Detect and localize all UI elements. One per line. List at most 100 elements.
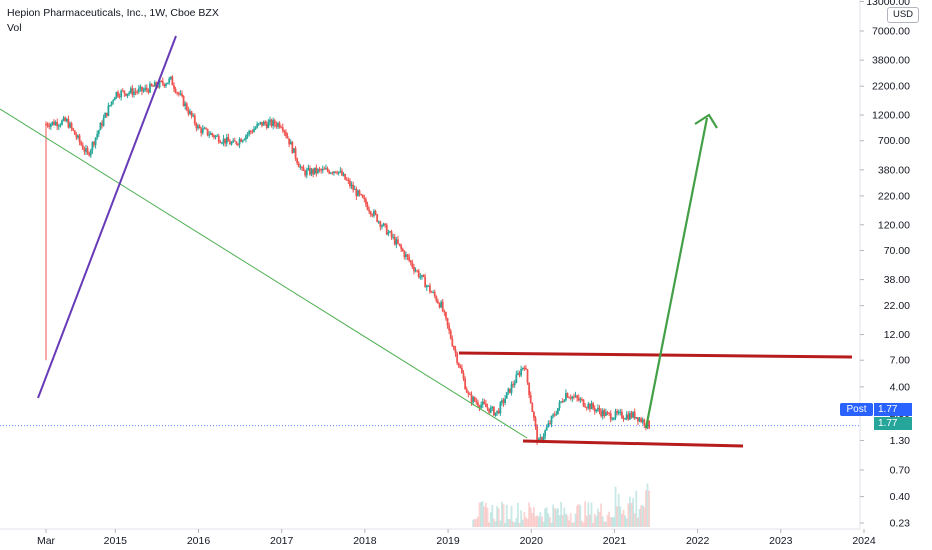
- candle-body: [117, 91, 119, 97]
- candle-body: [160, 80, 163, 82]
- candle-body: [312, 169, 315, 174]
- candle-body: [577, 397, 580, 401]
- candle-body: [539, 437, 542, 440]
- candle-body: [208, 134, 211, 136]
- candle-body: [131, 88, 134, 95]
- volume-bar: [574, 513, 577, 527]
- candle-body: [475, 401, 478, 403]
- candle-body: [155, 82, 158, 87]
- candle-body: [80, 142, 83, 146]
- price-axis[interactable]: 13000.00 7000.00 3800.00 2200.00 1200.00 700.…: [859, 0, 911, 530]
- candle-body: [640, 418, 643, 422]
- candle-body: [568, 397, 571, 399]
- candle-body: [174, 88, 177, 93]
- candle-body: [209, 133, 212, 135]
- candle-body: [464, 378, 467, 390]
- volume-indicator-label[interactable]: Vol: [7, 22, 22, 34]
- candle-body: [489, 407, 492, 413]
- price-tick-label: 380.00: [878, 164, 910, 176]
- candle-body: [145, 87, 148, 90]
- price-tick-label: 7.00: [890, 355, 911, 367]
- volume-bar: [576, 505, 579, 527]
- time-axis[interactable]: Mar 2015 2016 2017 2018 2019 2020 2021 2022 2023 2…: [0, 528, 876, 547]
- candle-body: [157, 86, 159, 88]
- drawings[interactable]: [0, 35, 860, 448]
- volume-bar: [520, 510, 523, 527]
- candle-body: [67, 119, 70, 128]
- candle-body: [389, 231, 391, 233]
- candle-body: [355, 189, 358, 197]
- post-price-tag: 1.77: [874, 403, 912, 416]
- candle-body: [110, 101, 113, 106]
- candle-body: [177, 92, 180, 95]
- candle-body: [429, 285, 431, 292]
- volume-bar: [609, 517, 612, 527]
- candle-body: [193, 115, 196, 124]
- candle-body: [176, 92, 179, 94]
- candle-body: [59, 124, 62, 126]
- candle-body: [459, 366, 462, 368]
- volume-bar: [648, 490, 651, 527]
- price-tick-label: 38.00: [884, 274, 910, 286]
- ascending-trendline: [37, 35, 177, 399]
- candle-body: [283, 130, 286, 133]
- candle-body: [629, 413, 631, 420]
- volume-bar: [619, 506, 622, 527]
- candle-body: [262, 121, 265, 126]
- volume-bar: [640, 505, 643, 527]
- candle-body: [200, 128, 203, 134]
- candle-body: [48, 125, 51, 127]
- currency-button[interactable]: USD: [887, 7, 919, 23]
- candle-body: [438, 303, 441, 308]
- candle-body: [382, 223, 385, 226]
- candle-body: [238, 139, 241, 145]
- volume-bar: [552, 504, 555, 527]
- candle-body: [641, 419, 644, 422]
- candle-body: [518, 373, 521, 376]
- volume-bar: [510, 505, 513, 527]
- candle-body: [102, 117, 105, 126]
- candle-body: [425, 285, 428, 288]
- candle-body: [189, 111, 191, 114]
- candle-body: [550, 416, 553, 424]
- candle-body: [643, 419, 646, 426]
- candle-body: [400, 245, 403, 249]
- volume-bar: [521, 519, 524, 527]
- candle-body: [526, 369, 529, 383]
- volume-bar: [473, 519, 476, 527]
- price-tick-label: 2200.00: [872, 81, 910, 93]
- candle-body: [302, 167, 305, 171]
- candle-body: [137, 88, 140, 92]
- candle-body: [158, 80, 161, 88]
- candle-body: [381, 225, 383, 227]
- volume-bar: [478, 502, 481, 527]
- volume-bar: [597, 508, 599, 527]
- candle-body: [259, 121, 262, 124]
- candle-body: [403, 251, 406, 258]
- candle-body: [552, 414, 555, 417]
- time-tick-label: 2015: [104, 535, 128, 547]
- candle-body: [168, 78, 171, 83]
- candle-body: [534, 417, 537, 427]
- candle-body: [581, 399, 583, 401]
- candle-body: [331, 172, 334, 174]
- candle-body: [181, 93, 183, 96]
- candle-body: [531, 403, 534, 412]
- candle-body: [416, 270, 419, 272]
- candle-body: [449, 330, 452, 339]
- candle-body: [566, 393, 569, 398]
- volume-bar: [517, 502, 519, 527]
- volume-bar: [589, 514, 591, 527]
- candle-body: [366, 204, 369, 210]
- candle-body: [217, 135, 220, 143]
- candle-body: [275, 124, 278, 127]
- candle-body: [299, 166, 302, 168]
- projection-arrow-shaft: [644, 117, 709, 429]
- candle-body: [326, 168, 329, 171]
- resistance-line: [458, 351, 853, 359]
- volume-bar: [558, 515, 561, 527]
- candle-body: [224, 138, 227, 144]
- volume-bar: [499, 520, 502, 527]
- candle-body: [585, 407, 588, 409]
